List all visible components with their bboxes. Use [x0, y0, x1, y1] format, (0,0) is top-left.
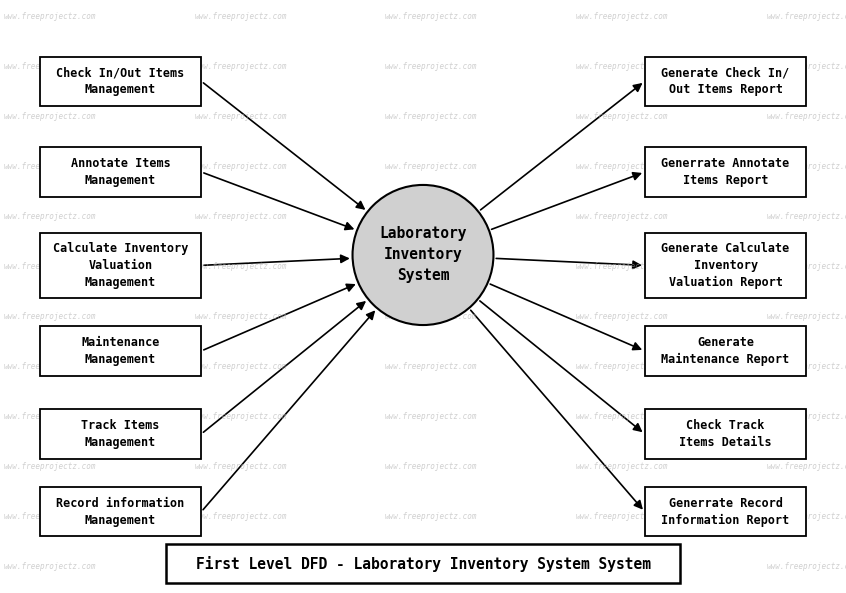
- FancyBboxPatch shape: [40, 326, 201, 375]
- Text: www.freeprojectz.com: www.freeprojectz.com: [385, 362, 477, 371]
- Text: www.freeprojectz.com: www.freeprojectz.com: [766, 262, 846, 271]
- Text: www.freeprojectz.com: www.freeprojectz.com: [576, 162, 668, 171]
- FancyBboxPatch shape: [645, 56, 806, 106]
- Text: Generate Check In/
Out Items Report: Generate Check In/ Out Items Report: [662, 66, 789, 96]
- Text: www.freeprojectz.com: www.freeprojectz.com: [385, 62, 477, 71]
- Text: Record information
Management: Record information Management: [57, 497, 184, 527]
- Text: Check Track
Items Details: Check Track Items Details: [679, 419, 772, 449]
- Ellipse shape: [353, 185, 493, 325]
- Text: www.freeprojectz.com: www.freeprojectz.com: [3, 362, 96, 371]
- Text: www.freeprojectz.com: www.freeprojectz.com: [195, 462, 287, 471]
- Text: www.freeprojectz.com: www.freeprojectz.com: [195, 12, 287, 21]
- Text: www.freeprojectz.com: www.freeprojectz.com: [576, 562, 668, 571]
- Text: www.freeprojectz.com: www.freeprojectz.com: [195, 412, 287, 421]
- Text: First Level DFD - Laboratory Inventory System System: First Level DFD - Laboratory Inventory S…: [195, 556, 651, 572]
- FancyBboxPatch shape: [645, 409, 806, 458]
- FancyBboxPatch shape: [645, 233, 806, 298]
- FancyBboxPatch shape: [645, 487, 806, 537]
- Text: www.freeprojectz.com: www.freeprojectz.com: [576, 362, 668, 371]
- Text: www.freeprojectz.com: www.freeprojectz.com: [766, 212, 846, 221]
- Text: www.freeprojectz.com: www.freeprojectz.com: [766, 362, 846, 371]
- Text: www.freeprojectz.com: www.freeprojectz.com: [385, 462, 477, 471]
- Text: www.freeprojectz.com: www.freeprojectz.com: [385, 162, 477, 171]
- Text: www.freeprojectz.com: www.freeprojectz.com: [766, 412, 846, 421]
- Text: www.freeprojectz.com: www.freeprojectz.com: [385, 312, 477, 321]
- Text: www.freeprojectz.com: www.freeprojectz.com: [766, 462, 846, 471]
- Text: www.freeprojectz.com: www.freeprojectz.com: [576, 262, 668, 271]
- Text: Generate Calculate
Inventory
Valuation Report: Generate Calculate Inventory Valuation R…: [662, 242, 789, 289]
- Text: www.freeprojectz.com: www.freeprojectz.com: [195, 562, 287, 571]
- Text: www.freeprojectz.com: www.freeprojectz.com: [766, 512, 846, 521]
- Text: Generate
Maintenance Report: Generate Maintenance Report: [662, 336, 789, 366]
- Text: www.freeprojectz.com: www.freeprojectz.com: [195, 512, 287, 521]
- Text: www.freeprojectz.com: www.freeprojectz.com: [385, 212, 477, 221]
- Text: www.freeprojectz.com: www.freeprojectz.com: [576, 212, 668, 221]
- Text: Calculate Inventory
Valuation
Management: Calculate Inventory Valuation Management: [52, 242, 188, 289]
- Text: www.freeprojectz.com: www.freeprojectz.com: [385, 262, 477, 271]
- Text: www.freeprojectz.com: www.freeprojectz.com: [576, 12, 668, 21]
- Text: www.freeprojectz.com: www.freeprojectz.com: [385, 412, 477, 421]
- FancyBboxPatch shape: [645, 147, 806, 197]
- Text: www.freeprojectz.com: www.freeprojectz.com: [385, 512, 477, 521]
- FancyBboxPatch shape: [40, 409, 201, 458]
- Text: www.freeprojectz.com: www.freeprojectz.com: [3, 412, 96, 421]
- Text: www.freeprojectz.com: www.freeprojectz.com: [576, 462, 668, 471]
- Text: www.freeprojectz.com: www.freeprojectz.com: [385, 12, 477, 21]
- Text: www.freeprojectz.com: www.freeprojectz.com: [3, 162, 96, 171]
- Text: www.freeprojectz.com: www.freeprojectz.com: [195, 262, 287, 271]
- Text: www.freeprojectz.com: www.freeprojectz.com: [3, 262, 96, 271]
- Text: Maintenance
Management: Maintenance Management: [81, 336, 160, 366]
- Text: www.freeprojectz.com: www.freeprojectz.com: [195, 162, 287, 171]
- FancyBboxPatch shape: [40, 147, 201, 197]
- Text: www.freeprojectz.com: www.freeprojectz.com: [3, 512, 96, 521]
- Text: Laboratory
Inventory
System: Laboratory Inventory System: [379, 227, 467, 283]
- FancyBboxPatch shape: [166, 544, 680, 583]
- Text: www.freeprojectz.com: www.freeprojectz.com: [195, 112, 287, 121]
- Text: www.freeprojectz.com: www.freeprojectz.com: [766, 112, 846, 121]
- Text: www.freeprojectz.com: www.freeprojectz.com: [3, 12, 96, 21]
- Text: Check In/Out Items
Management: Check In/Out Items Management: [57, 66, 184, 96]
- Text: www.freeprojectz.com: www.freeprojectz.com: [195, 62, 287, 71]
- Text: www.freeprojectz.com: www.freeprojectz.com: [385, 112, 477, 121]
- Text: www.freeprojectz.com: www.freeprojectz.com: [3, 212, 96, 221]
- Text: www.freeprojectz.com: www.freeprojectz.com: [576, 312, 668, 321]
- Text: www.freeprojectz.com: www.freeprojectz.com: [385, 562, 477, 571]
- FancyBboxPatch shape: [40, 487, 201, 537]
- Text: www.freeprojectz.com: www.freeprojectz.com: [195, 312, 287, 321]
- Text: www.freeprojectz.com: www.freeprojectz.com: [766, 62, 846, 71]
- Text: www.freeprojectz.com: www.freeprojectz.com: [576, 512, 668, 521]
- FancyBboxPatch shape: [40, 56, 201, 106]
- Text: www.freeprojectz.com: www.freeprojectz.com: [766, 562, 846, 571]
- Text: www.freeprojectz.com: www.freeprojectz.com: [3, 462, 96, 471]
- Text: www.freeprojectz.com: www.freeprojectz.com: [3, 312, 96, 321]
- FancyBboxPatch shape: [40, 233, 201, 298]
- Text: www.freeprojectz.com: www.freeprojectz.com: [766, 162, 846, 171]
- Text: www.freeprojectz.com: www.freeprojectz.com: [766, 12, 846, 21]
- Text: www.freeprojectz.com: www.freeprojectz.com: [3, 562, 96, 571]
- Text: www.freeprojectz.com: www.freeprojectz.com: [576, 62, 668, 71]
- Text: www.freeprojectz.com: www.freeprojectz.com: [576, 412, 668, 421]
- Text: Annotate Items
Management: Annotate Items Management: [70, 157, 170, 187]
- FancyBboxPatch shape: [645, 326, 806, 375]
- Text: Generrate Record
Information Report: Generrate Record Information Report: [662, 497, 789, 527]
- Text: www.freeprojectz.com: www.freeprojectz.com: [195, 362, 287, 371]
- Text: www.freeprojectz.com: www.freeprojectz.com: [766, 312, 846, 321]
- Text: www.freeprojectz.com: www.freeprojectz.com: [3, 62, 96, 71]
- Text: www.freeprojectz.com: www.freeprojectz.com: [3, 112, 96, 121]
- Text: Track Items
Management: Track Items Management: [81, 419, 160, 449]
- Text: www.freeprojectz.com: www.freeprojectz.com: [576, 112, 668, 121]
- Text: Generrate Annotate
Items Report: Generrate Annotate Items Report: [662, 157, 789, 187]
- Text: www.freeprojectz.com: www.freeprojectz.com: [195, 212, 287, 221]
